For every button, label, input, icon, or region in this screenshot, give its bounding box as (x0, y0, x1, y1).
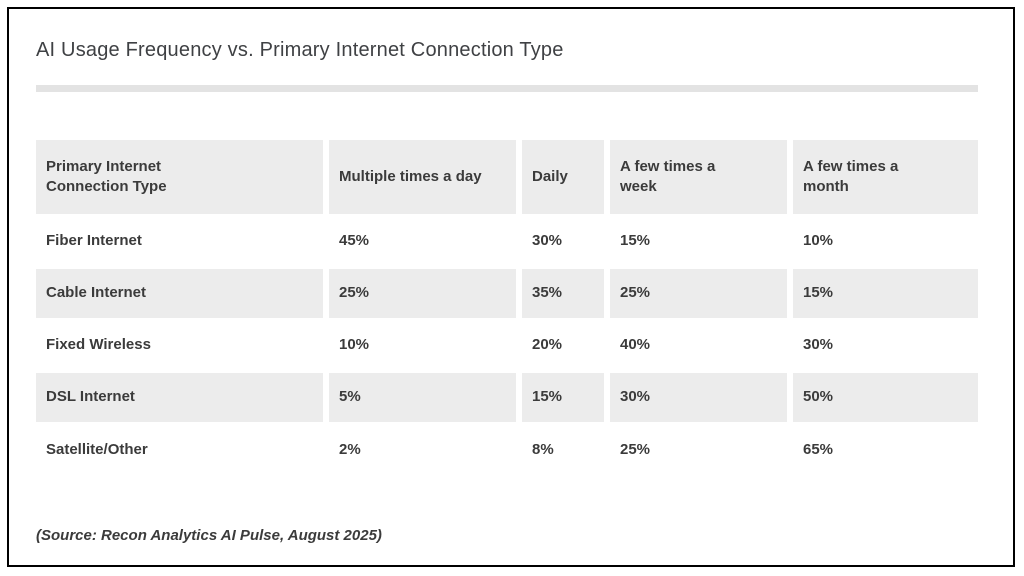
table-row: Satellite/Other 2% 8% 25% 65% (36, 423, 978, 475)
column-header: Daily (519, 140, 610, 217)
cell-value: 25% (607, 423, 793, 475)
row-label: DSL Internet (36, 371, 329, 425)
header-row: Primary Internet Connection Type Multiple… (36, 140, 978, 217)
cell-value: 25% (326, 267, 522, 321)
row-label: Fiber Internet (36, 215, 329, 269)
content-frame: AI Usage Frequency vs. Primary Internet … (7, 7, 1015, 567)
cell-value: 20% (519, 319, 610, 373)
cell-value: 8% (519, 423, 610, 475)
cell-value: 50% (790, 371, 978, 425)
cell-value: 15% (607, 215, 793, 269)
table-row: Fiber Internet 45% 30% 15% 10% (36, 215, 978, 269)
cell-value: 5% (326, 371, 522, 425)
column-header: Primary Internet Connection Type (36, 140, 329, 217)
column-header: Multiple times a day (326, 140, 522, 217)
table-body: Fiber Internet 45% 30% 15% 10% Cable Internet… (36, 215, 978, 475)
data-table: Primary Internet Connection Type Multiple… (36, 140, 978, 475)
column-header: A few times a week (607, 140, 793, 217)
cell-value: 2% (326, 423, 522, 475)
cell-value: 10% (326, 319, 522, 373)
cell-value: 10% (790, 215, 978, 269)
table-row: Cable Internet 25% 35% 25% 15% (36, 267, 978, 321)
cell-value: 30% (519, 215, 610, 269)
row-label: Fixed Wireless (36, 319, 329, 373)
cell-value: 35% (519, 267, 610, 321)
cell-value: 45% (326, 215, 522, 269)
title-divider (36, 85, 978, 92)
cell-value: 25% (607, 267, 793, 321)
row-label: Satellite/Other (36, 423, 329, 475)
source-note: (Source: Recon Analytics AI Pulse, Augus… (36, 527, 382, 544)
cell-value: 15% (519, 371, 610, 425)
page-title: AI Usage Frequency vs. Primary Internet … (36, 39, 564, 61)
table-header: Primary Internet Connection Type Multiple… (36, 140, 978, 217)
cell-value: 30% (607, 371, 793, 425)
row-label: Cable Internet (36, 267, 329, 321)
column-header: A few times a month (790, 140, 978, 217)
cell-value: 65% (790, 423, 978, 475)
cell-value: 30% (790, 319, 978, 373)
cell-value: 15% (790, 267, 978, 321)
table-row: DSL Internet 5% 15% 30% 50% (36, 371, 978, 425)
cell-value: 40% (607, 319, 793, 373)
table-row: Fixed Wireless 10% 20% 40% 30% (36, 319, 978, 373)
